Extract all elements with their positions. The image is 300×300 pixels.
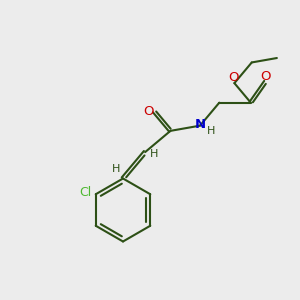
Text: O: O xyxy=(229,71,239,84)
Text: N: N xyxy=(195,118,206,131)
Text: H: H xyxy=(112,164,121,174)
Text: H: H xyxy=(207,126,216,136)
Text: O: O xyxy=(260,70,271,83)
Text: Cl: Cl xyxy=(79,186,92,199)
Text: H: H xyxy=(150,148,158,159)
Text: O: O xyxy=(143,105,154,118)
